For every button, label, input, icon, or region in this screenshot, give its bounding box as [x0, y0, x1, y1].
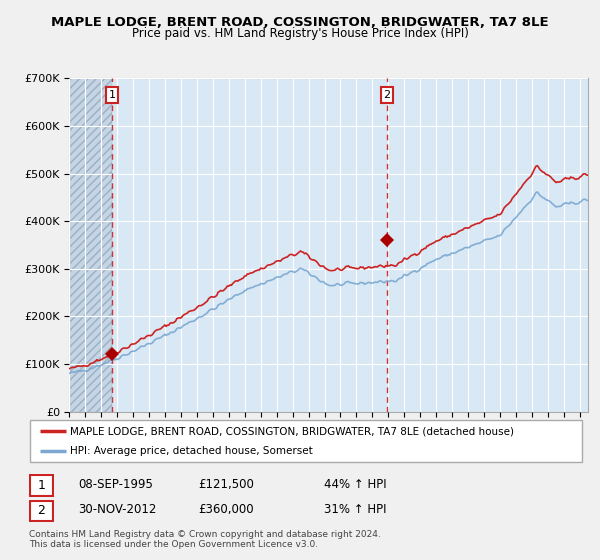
Text: £360,000: £360,000	[198, 503, 254, 516]
FancyBboxPatch shape	[30, 420, 582, 462]
Text: 30-NOV-2012: 30-NOV-2012	[78, 503, 157, 516]
Bar	[69, 78, 112, 412]
Bar	[69, 78, 112, 412]
Text: 08-SEP-1995: 08-SEP-1995	[78, 478, 153, 491]
Text: £121,500: £121,500	[198, 478, 254, 491]
Text: 44% ↑ HPI: 44% ↑ HPI	[324, 478, 386, 491]
Text: 1: 1	[109, 90, 115, 100]
Text: Price paid vs. HM Land Registry's House Price Index (HPI): Price paid vs. HM Land Registry's House …	[131, 27, 469, 40]
Text: MAPLE LODGE, BRENT ROAD, COSSINGTON, BRIDGWATER, TA7 8LE (detached house): MAPLE LODGE, BRENT ROAD, COSSINGTON, BRI…	[70, 426, 514, 436]
Text: HPI: Average price, detached house, Somerset: HPI: Average price, detached house, Some…	[70, 446, 313, 456]
Text: Contains HM Land Registry data © Crown copyright and database right 2024.: Contains HM Land Registry data © Crown c…	[29, 530, 380, 539]
FancyBboxPatch shape	[30, 501, 53, 521]
Text: MAPLE LODGE, BRENT ROAD, COSSINGTON, BRIDGWATER, TA7 8LE: MAPLE LODGE, BRENT ROAD, COSSINGTON, BRI…	[51, 16, 549, 29]
Text: 31% ↑ HPI: 31% ↑ HPI	[324, 503, 386, 516]
FancyBboxPatch shape	[30, 475, 53, 496]
Text: This data is licensed under the Open Government Licence v3.0.: This data is licensed under the Open Gov…	[29, 540, 318, 549]
Text: 2: 2	[37, 504, 46, 517]
Text: 1: 1	[37, 479, 46, 492]
Text: 2: 2	[383, 90, 391, 100]
